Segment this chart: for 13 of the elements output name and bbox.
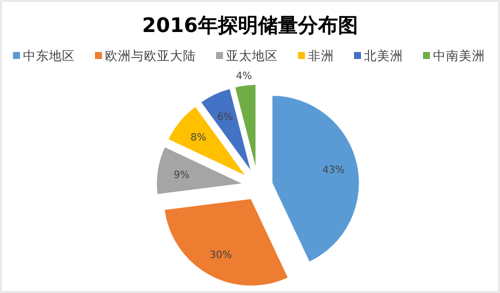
data-label: 30%: [210, 250, 232, 261]
legend-label: 非洲: [308, 48, 334, 63]
data-label: 9%: [174, 170, 190, 181]
legend-label: 亚太地区: [226, 48, 278, 63]
legend-label: 欧洲与欧亚大陆: [105, 48, 196, 63]
data-label: 6%: [217, 112, 233, 124]
data-label: 4%: [236, 70, 252, 82]
legend-label: 北美洲: [364, 48, 403, 63]
data-label: 43%: [322, 165, 345, 176]
legend-label: 中南美洲: [433, 48, 485, 63]
legend-label: 中东地区: [23, 48, 75, 63]
chart-title: 2016年探明储量分布图: [142, 13, 358, 37]
data-label: 8%: [190, 132, 206, 144]
